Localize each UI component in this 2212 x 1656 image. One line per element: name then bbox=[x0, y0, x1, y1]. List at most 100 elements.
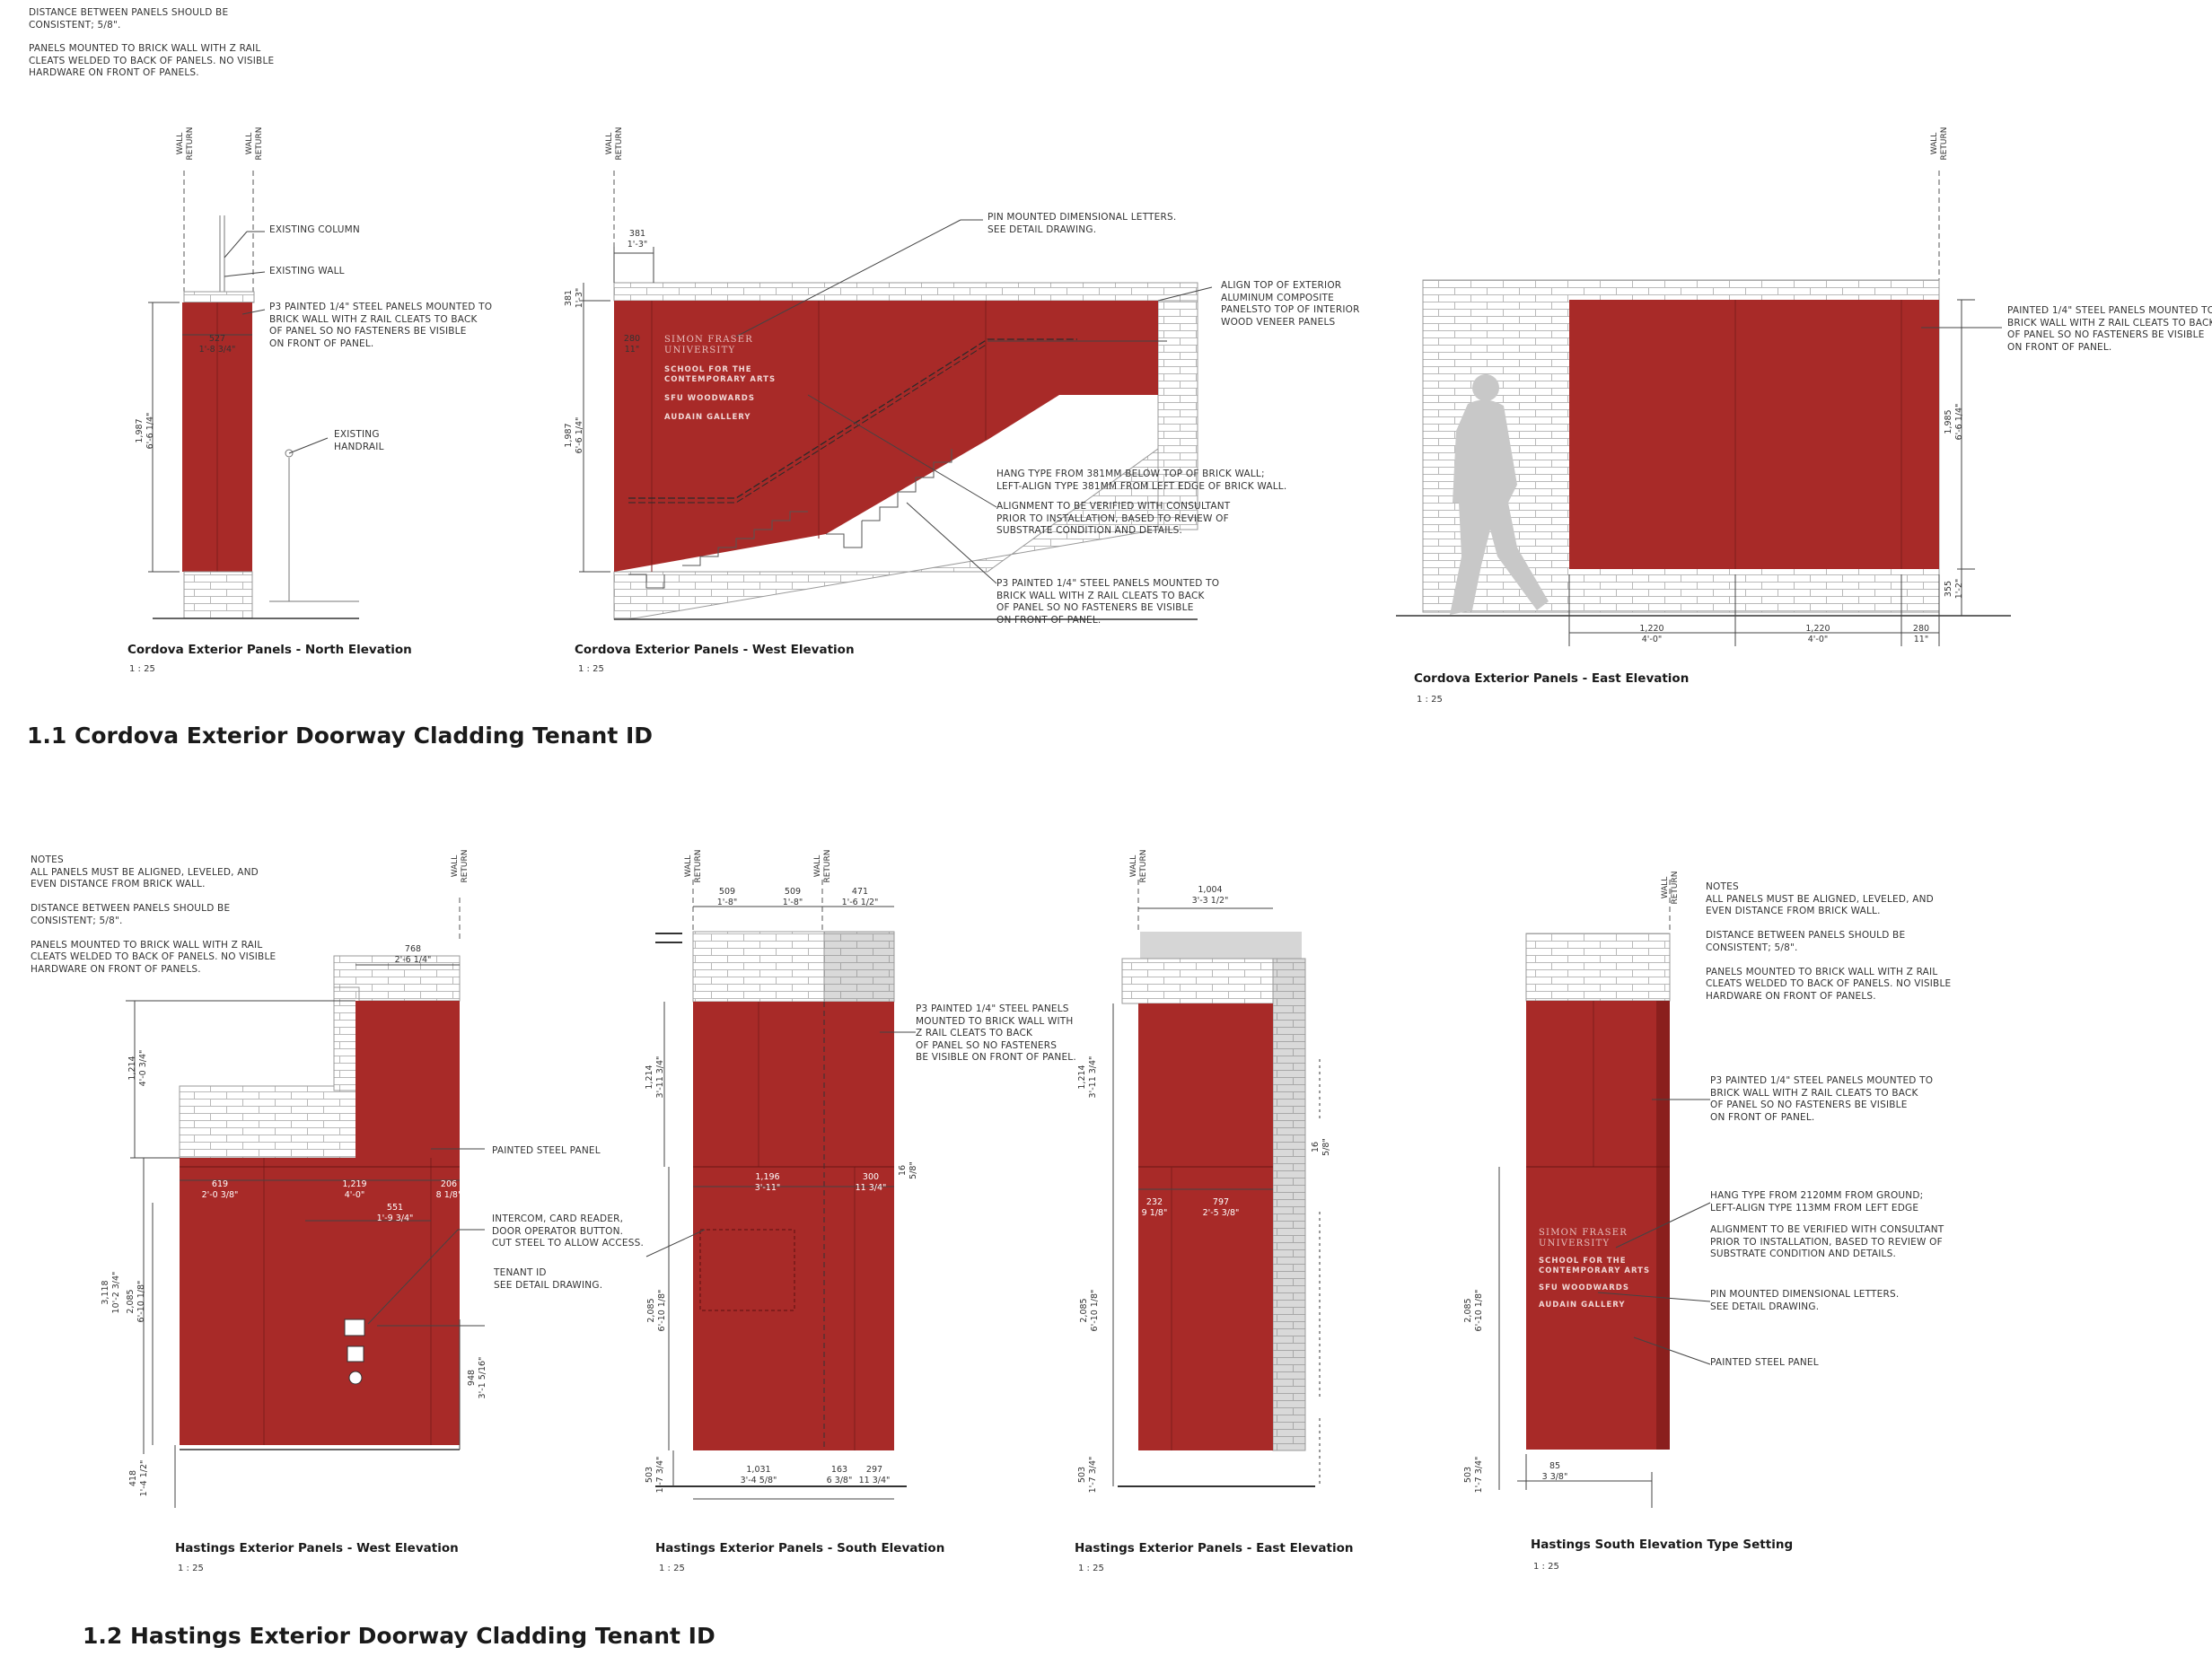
scale-cordova-east: 1 : 25 bbox=[1417, 695, 1443, 705]
wall-return-label: WALL RETURN bbox=[813, 849, 832, 883]
dim-east-w3: 280 11" bbox=[1912, 624, 1930, 644]
hastings-east-panel bbox=[1138, 1003, 1273, 1450]
label-hs-panels: P3 PAINTED 1/4" STEEL PANELS MOUNTED TO … bbox=[916, 1003, 1076, 1063]
dim-west-top: 381 1'-3" bbox=[627, 229, 648, 250]
label-west-hang: HANG TYPE FROM 381MM BELOW TOP OF BRICK … bbox=[996, 469, 1287, 492]
dim-hs-1196: 1,196 3'-11" bbox=[754, 1172, 781, 1193]
label-east-panels: PAINTED 1/4" STEEL PANELS MOUNTED TO BRI… bbox=[2007, 305, 2212, 353]
sign-woodwards: SFU WOODWARDS bbox=[1539, 1284, 1629, 1292]
dim-hs-h1214: 1,214 3'-11 3/4" bbox=[645, 1056, 665, 1099]
dim-hw-h3118: 3,118 10'-2 3/4" bbox=[101, 1271, 121, 1314]
top-note-distance: DISTANCE BETWEEN PANELS SHOULD BE CONSIS… bbox=[29, 7, 229, 31]
sign-gallery: AUDAIN GALLERY bbox=[1539, 1301, 1626, 1310]
cordova-east-elevation bbox=[1396, 171, 2011, 646]
dim-hs-16: 16 5/8" bbox=[898, 1161, 918, 1179]
label-type-hang: HANG TYPE FROM 2120MM FROM GROUND; LEFT-… bbox=[1710, 1190, 1924, 1214]
tenant-id-outline bbox=[699, 1229, 795, 1311]
dim-he-h2085: 2,085 6'-10 1/8" bbox=[1079, 1289, 1100, 1332]
wall-return-label: WALL RETURN bbox=[684, 849, 703, 883]
dim-east-w2: 1,220 4'-0" bbox=[1805, 624, 1830, 644]
dim-hw-206: 206 8 1/8" bbox=[435, 1179, 462, 1200]
wall-return-label: WALL RETURN bbox=[1661, 871, 1680, 905]
dim-hs-h503: 503 1'-7 3/4" bbox=[645, 1456, 665, 1494]
title-cordova-west: Cordova Exterior Panels - West Elevation bbox=[575, 643, 855, 657]
dim-hs-297: 297 11 3/4" bbox=[858, 1465, 891, 1485]
dim-west-left-top: 381 1'-3" bbox=[564, 287, 584, 309]
label-hs-tenant: TENANT ID SEE DETAIL DRAWING. bbox=[494, 1267, 603, 1291]
dim-hs-509b: 509 1'-8" bbox=[782, 887, 803, 907]
scale-hastings-type: 1 : 25 bbox=[1533, 1562, 1559, 1572]
scale-cordova-north: 1 : 25 bbox=[129, 664, 155, 674]
label-type-verify: ALIGNMENT TO BE VERIFIED WITH CONSULTANT… bbox=[1710, 1224, 1944, 1259]
hastings-west-elevation bbox=[126, 898, 485, 1508]
hastings-east-elevation bbox=[1112, 880, 1321, 1487]
wall-return-label: WALL RETURN bbox=[1930, 127, 1949, 161]
dim-hw-h418: 418 1'-4 1/2" bbox=[128, 1459, 149, 1497]
dim-north-width: 527 1'-8 3/4" bbox=[198, 334, 236, 355]
dim-east-height: 1,985 6'-6 1/4" bbox=[1944, 403, 1964, 441]
label-existing-column: EXISTING COLUMN bbox=[269, 224, 360, 235]
tenant-sign-hastings: SIMON FRASER UNIVERSITY SCHOOL FOR THE C… bbox=[1539, 1228, 1650, 1310]
dim-north-height: 1,987 6'-6 1/4" bbox=[135, 412, 155, 450]
title-cordova-east: Cordova Exterior Panels - East Elevation bbox=[1414, 671, 1690, 686]
scale-hastings-west: 1 : 25 bbox=[178, 1564, 204, 1573]
sign-school: SCHOOL FOR THE CONTEMPORARY ARTS bbox=[664, 365, 777, 384]
dim-type-h503: 503 1'-7 3/4" bbox=[1463, 1456, 1484, 1494]
label-west-pin: PIN MOUNTED DIMENSIONAL LETTERS. SEE DET… bbox=[988, 212, 1177, 235]
title-cordova-north: Cordova Exterior Panels - North Elevatio… bbox=[127, 643, 412, 657]
wall-return-label: WALL RETURN bbox=[176, 127, 195, 161]
dim-hs-h2085: 2,085 6'-10 1/8" bbox=[646, 1289, 667, 1332]
dim-west-inner: 280 11" bbox=[623, 334, 641, 355]
dim-hs-1031: 1,031 3'-4 5/8" bbox=[740, 1465, 777, 1485]
dim-hw-h1214: 1,214 4'-0 3/4" bbox=[127, 1049, 148, 1087]
hastings-west-lower-panel bbox=[180, 1158, 460, 1445]
hastings-west-upper-panel bbox=[356, 1001, 460, 1158]
wall-return-label: WALL RETURN bbox=[605, 127, 624, 161]
dim-he-h503: 503 1'-7 3/4" bbox=[1077, 1456, 1098, 1494]
label-type-panels: P3 PAINTED 1/4" STEEL PANELS MOUNTED TO … bbox=[1710, 1075, 1934, 1123]
west-panel bbox=[614, 301, 1158, 572]
dim-type-h2085: 2,085 6'-10 1/8" bbox=[1463, 1289, 1484, 1332]
dim-east-base: 355 1'-2" bbox=[1944, 578, 1964, 600]
label-hw-intercom: INTERCOM, CARD READER, DOOR OPERATOR BUT… bbox=[492, 1214, 644, 1249]
dim-he-top: 1,004 3'-3 1/2" bbox=[1191, 885, 1229, 906]
dim-he-16: 16 5/8" bbox=[1311, 1138, 1331, 1156]
title-hastings-west: Hastings Exterior Panels - West Elevatio… bbox=[175, 1541, 459, 1555]
label-type-painted: PAINTED STEEL PANEL bbox=[1710, 1357, 1819, 1368]
dim-hw-619: 619 2'-0 3/8" bbox=[201, 1179, 239, 1200]
wall-return-label: WALL RETURN bbox=[245, 127, 264, 161]
sign-woodwards: SFU WOODWARDS bbox=[664, 394, 755, 403]
sign-university: SIMON FRASER UNIVERSITY bbox=[1539, 1228, 1628, 1249]
scale-hastings-east: 1 : 25 bbox=[1078, 1564, 1104, 1573]
dim-type-85: 85 3 3/8" bbox=[1541, 1461, 1568, 1482]
cordova-north-elevation bbox=[148, 171, 359, 619]
hastings-south-panel bbox=[693, 1002, 894, 1450]
dim-hw-h948: 948 3'-1 5/16" bbox=[467, 1356, 487, 1399]
hastings-south-elevation bbox=[645, 880, 916, 1500]
notes-type-setting: NOTES ALL PANELS MUST BE ALIGNED, LEVELE… bbox=[1706, 881, 1952, 1002]
dim-he-797: 797 2'-5 3/8" bbox=[1202, 1197, 1240, 1218]
sign-school: SCHOOL FOR THE CONTEMPORARY ARTS bbox=[1539, 1257, 1651, 1275]
dim-hs-509a: 509 1'-8" bbox=[716, 887, 738, 907]
label-west-verify: ALIGNMENT TO BE VERIFIED WITH CONSULTANT… bbox=[996, 501, 1231, 536]
sign-university: SIMON FRASER UNIVERSITY bbox=[664, 335, 753, 355]
label-hw-painted: PAINTED STEEL PANEL bbox=[492, 1145, 601, 1156]
section-heading-hastings: 1.2 Hastings Exterior Doorway Cladding T… bbox=[83, 1623, 715, 1649]
section-heading-cordova: 1.1 Cordova Exterior Doorway Cladding Te… bbox=[27, 723, 654, 749]
cordova-west-elevation bbox=[579, 171, 1213, 620]
top-note-mounting: PANELS MOUNTED TO BRICK WALL WITH Z RAIL… bbox=[29, 43, 275, 78]
human-figure bbox=[1450, 374, 1549, 615]
dim-hw-h2085: 2,085 6'-10 1/8" bbox=[126, 1280, 146, 1323]
wall-return-label: WALL RETURN bbox=[1129, 849, 1148, 883]
label-type-pin: PIN MOUNTED DIMENSIONAL LETTERS. SEE DET… bbox=[1710, 1289, 1900, 1312]
label-west-align: ALIGN TOP OF EXTERIOR ALUMINUM COMPOSITE… bbox=[1221, 280, 1360, 328]
dim-hw-551: 551 1'-9 3/4" bbox=[376, 1203, 414, 1223]
dim-west-height: 1,987 6'-6 1/4" bbox=[564, 416, 584, 454]
title-hastings-east: Hastings Exterior Panels - East Elevatio… bbox=[1075, 1541, 1354, 1555]
notes-hastings: NOTES ALL PANELS MUST BE ALIGNED, LEVELE… bbox=[31, 854, 276, 975]
title-hastings-south: Hastings Exterior Panels - South Elevati… bbox=[655, 1541, 945, 1555]
label-existing-wall: EXISTING WALL bbox=[269, 266, 345, 276]
scale-cordova-west: 1 : 25 bbox=[578, 664, 604, 674]
wall-return-label: WALL RETURN bbox=[451, 849, 470, 883]
